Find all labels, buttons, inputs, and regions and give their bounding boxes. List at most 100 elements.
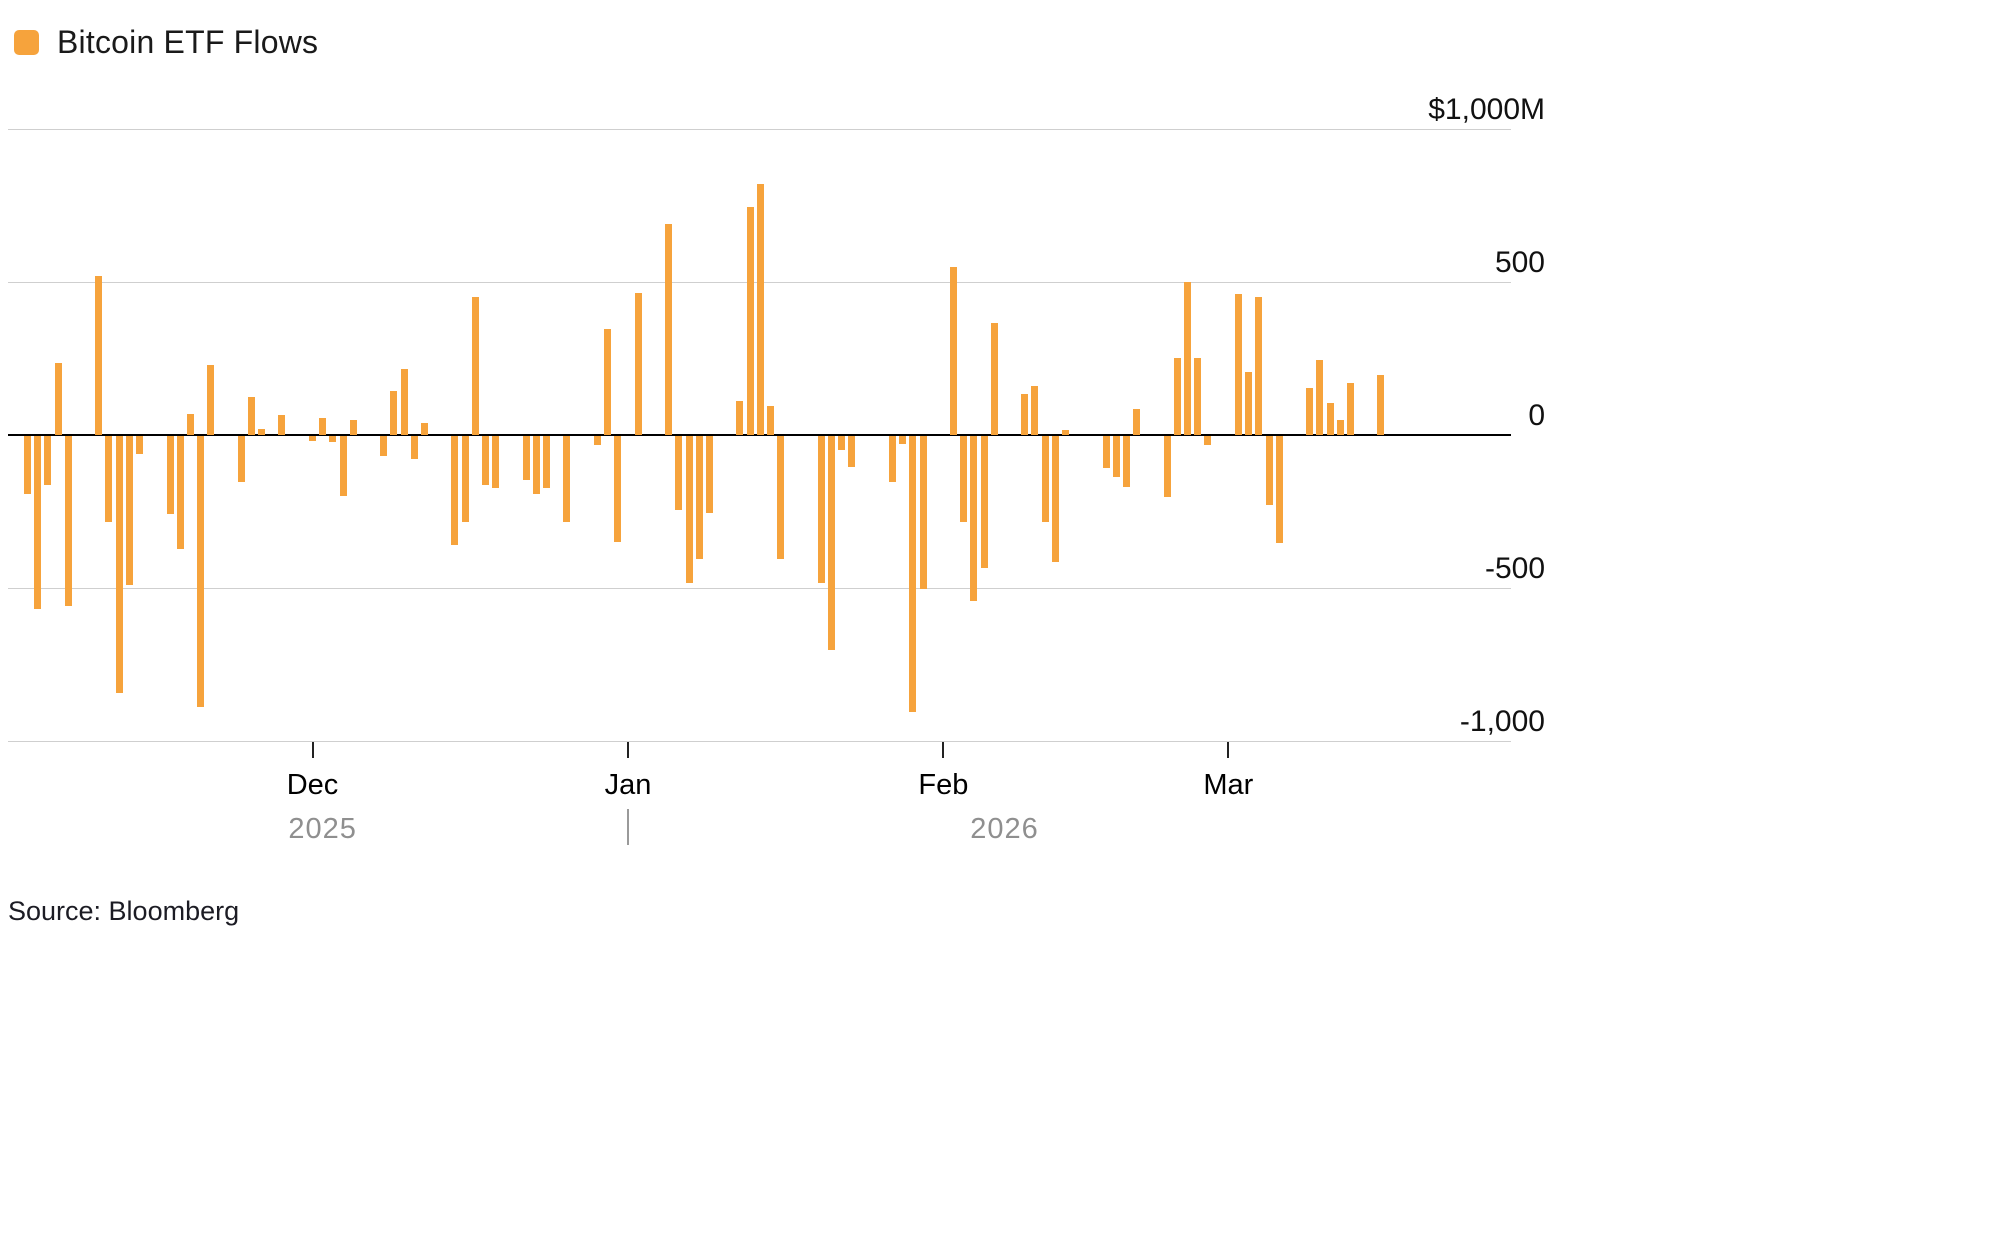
flow-bar — [186, 413, 194, 435]
flow-bar — [736, 401, 744, 435]
y-axis-label: $1,000M — [1428, 92, 1545, 126]
flow-bar — [593, 436, 601, 446]
flow-bar — [817, 436, 825, 583]
flow-bar — [461, 436, 469, 522]
flow-bar — [1306, 387, 1314, 435]
year-label: 2025 — [288, 813, 357, 846]
flow-bar — [980, 436, 988, 568]
flow-bar — [1204, 436, 1212, 446]
legend: Bitcoin ETF Flows — [14, 24, 318, 61]
flow-bar — [1051, 436, 1059, 562]
month-tick — [311, 742, 314, 759]
flow-bar — [543, 436, 551, 489]
legend-label: Bitcoin ETF Flows — [57, 24, 319, 60]
flow-bar — [1194, 358, 1202, 435]
flow-bar — [827, 436, 835, 651]
flow-bar — [777, 436, 785, 559]
flow-bar — [1112, 436, 1120, 478]
flow-bar — [197, 436, 205, 708]
flow-bar — [471, 297, 479, 435]
flow-bar — [1021, 393, 1029, 435]
flow-bar — [960, 436, 968, 522]
flow-bar — [1041, 436, 1049, 522]
flow-bar — [604, 329, 612, 435]
flow-bar — [1346, 382, 1354, 435]
flow-bar — [95, 275, 103, 435]
flow-bar — [54, 363, 62, 435]
flow-bar — [115, 436, 123, 694]
flow-bar — [380, 436, 388, 456]
flow-bar — [1265, 436, 1273, 505]
source-note: Source: Bloomberg — [8, 896, 240, 926]
month-label: Feb — [918, 769, 969, 802]
flow-bar — [889, 436, 897, 482]
flow-bar — [919, 436, 927, 590]
y-axis-label: 0 — [1528, 399, 1545, 432]
flow-bar — [420, 422, 428, 435]
month-tick — [942, 742, 945, 759]
flow-bar — [1255, 297, 1263, 435]
flow-bar — [665, 223, 673, 435]
flow-bar — [634, 292, 642, 435]
flow-bar — [1377, 375, 1385, 435]
flow-bar — [34, 436, 42, 610]
year-label: 2026 — [970, 813, 1039, 846]
flow-bar — [44, 436, 52, 485]
y-axis-label: 500 — [1494, 245, 1545, 279]
flow-bar — [990, 323, 998, 435]
flow-bar — [1235, 294, 1243, 435]
flow-bar — [166, 436, 174, 515]
month-label: Dec — [286, 769, 339, 802]
flow-bar — [746, 206, 754, 435]
flow-bar — [481, 436, 489, 485]
gridline — [8, 741, 1511, 743]
flow-bar — [349, 419, 357, 435]
flow-bar — [970, 436, 978, 602]
flow-bar — [899, 436, 907, 444]
flow-bar — [614, 436, 622, 542]
flow-bar — [848, 436, 856, 467]
flow-bar — [64, 436, 72, 606]
flow-bar — [125, 436, 133, 585]
y-axis-label: -500 — [1484, 552, 1545, 586]
flow-bar — [258, 428, 266, 435]
flow-bar — [1173, 358, 1181, 435]
flow-bar — [838, 436, 846, 450]
flow-bar — [309, 436, 316, 441]
flow-bar — [675, 436, 683, 510]
flow-bar — [176, 436, 184, 550]
flow-bar — [766, 405, 774, 435]
gridline — [8, 128, 1511, 130]
flow-bar — [410, 436, 418, 459]
flow-bar — [1062, 430, 1070, 435]
flow-bar — [695, 436, 703, 559]
month-tick — [1227, 742, 1230, 759]
gridline — [8, 588, 1511, 590]
flow-bar — [909, 436, 917, 712]
flow-bar — [563, 436, 571, 522]
flow-bar — [105, 436, 113, 522]
flow-bar — [451, 436, 459, 545]
flow-bar — [319, 418, 327, 435]
flow-bar — [1275, 436, 1283, 544]
flow-bar — [1123, 436, 1131, 487]
flow-bar — [339, 436, 347, 496]
flow-bar — [1336, 419, 1344, 435]
flow-bar — [237, 436, 245, 482]
month-label: Mar — [1203, 769, 1254, 802]
flow-bar — [278, 415, 286, 435]
flow-bar — [1031, 386, 1039, 435]
legend-swatch-icon — [14, 30, 39, 55]
flow-bar — [400, 369, 408, 435]
flow-bar — [1245, 372, 1253, 435]
flow-bar — [390, 390, 398, 435]
flow-bar — [1102, 436, 1110, 469]
flow-bar — [705, 436, 713, 513]
year-divider — [626, 809, 629, 846]
flow-bar — [207, 364, 215, 435]
flow-bar — [492, 436, 500, 489]
flow-bar — [136, 436, 143, 455]
flow-bar — [1184, 281, 1192, 435]
flow-bar — [1133, 408, 1141, 435]
